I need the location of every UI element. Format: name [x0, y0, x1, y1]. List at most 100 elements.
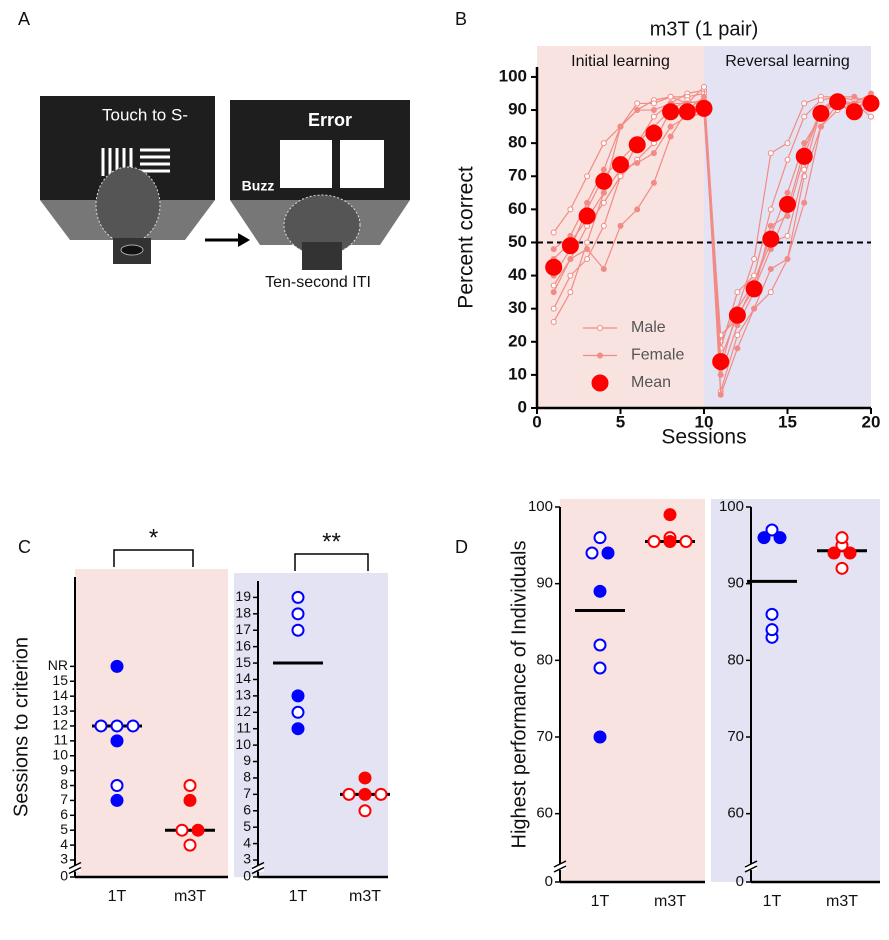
- point: [767, 206, 774, 213]
- grating-horizontal: [140, 148, 170, 173]
- point: [801, 166, 808, 173]
- dot: [126, 719, 140, 733]
- dot: [183, 838, 197, 852]
- point: [550, 246, 557, 253]
- y-tick-label: 16: [235, 637, 251, 653]
- y-tick-label: 9: [60, 761, 68, 777]
- y-tick-label: 13: [52, 702, 68, 718]
- point: [634, 100, 641, 107]
- dot: [843, 546, 857, 560]
- x-tick-label: 1T: [763, 893, 782, 910]
- point: [784, 156, 791, 163]
- dot: [593, 661, 607, 675]
- point: [734, 289, 741, 296]
- y-tick-label: 10: [52, 746, 68, 762]
- significance-label: *: [149, 524, 158, 551]
- y-tick-label: 8: [243, 769, 251, 785]
- y-tick-label: 4: [243, 834, 251, 850]
- panel-label: C: [18, 537, 31, 557]
- y-tick-label: 7: [60, 791, 68, 807]
- y-tick-label: 6: [60, 806, 68, 822]
- point: [584, 239, 591, 246]
- point: [751, 256, 758, 263]
- y-tick-label: 11: [53, 732, 68, 748]
- y-tick-label: 12: [235, 703, 251, 719]
- point: [767, 265, 774, 272]
- dot: [110, 659, 124, 673]
- legend-label: Mean: [631, 374, 671, 391]
- point: [751, 305, 758, 312]
- point: [650, 150, 657, 157]
- legend-label: Female: [631, 347, 684, 364]
- dot: [827, 546, 841, 560]
- point: [868, 113, 874, 120]
- y-tick-label: 12: [52, 717, 68, 733]
- point: [801, 199, 808, 206]
- axis-break: [68, 866, 82, 875]
- dot: [110, 734, 124, 748]
- y-tick-label: 100: [719, 498, 744, 515]
- mean-marker: [678, 103, 696, 121]
- y-tick-label: 3: [60, 851, 68, 867]
- panel-label: A: [18, 9, 30, 29]
- point: [550, 282, 557, 289]
- dot: [374, 787, 388, 801]
- y-tick-label: 60: [536, 805, 553, 822]
- dot: [183, 779, 197, 793]
- point: [567, 206, 574, 213]
- x-tick-label: 1T: [108, 888, 127, 905]
- mean-marker: [595, 172, 613, 190]
- dot: [663, 535, 677, 548]
- point: [667, 133, 674, 140]
- y-tick-label: 90: [508, 100, 527, 119]
- point: [717, 391, 724, 398]
- dot: [593, 730, 607, 744]
- y-tick-label: 5: [243, 818, 251, 834]
- point: [600, 199, 607, 206]
- dot: [94, 719, 108, 733]
- x-tick-label: 15: [778, 412, 797, 431]
- mean-marker: [745, 280, 763, 298]
- y-tick-label: 14: [235, 670, 251, 686]
- x-axis-label: Sessions: [661, 426, 746, 449]
- y-tick-label: 19: [235, 588, 251, 604]
- plot-background: [234, 573, 388, 877]
- point: [584, 199, 591, 206]
- y-axis-label: Sessions to criterion: [10, 637, 32, 817]
- dot: [585, 546, 599, 560]
- y-tick-label: 5: [60, 821, 68, 837]
- window: [340, 140, 384, 188]
- dot: [110, 793, 124, 807]
- mean-marker: [578, 207, 596, 225]
- series-line: [553, 92, 872, 395]
- point: [567, 272, 574, 279]
- mean-marker: [795, 147, 813, 165]
- point: [767, 150, 774, 157]
- y-tick-label: 10: [508, 364, 527, 383]
- y-tick-label: 0: [60, 868, 68, 884]
- dot: [593, 531, 607, 545]
- point: [550, 289, 557, 296]
- mean-marker: [645, 124, 663, 142]
- x-tick-label: 0: [532, 412, 541, 431]
- y-tick-label: 0: [243, 868, 251, 884]
- mean-marker: [762, 230, 780, 248]
- dot: [679, 535, 693, 548]
- y-tick-label: 80: [536, 651, 553, 668]
- mean-marker: [829, 93, 847, 111]
- sound-text: Buzz: [242, 178, 275, 194]
- dot: [835, 561, 849, 575]
- dot: [358, 804, 372, 818]
- x-tick-label: m3T: [826, 893, 858, 910]
- y-tick-label: 100: [528, 498, 553, 515]
- y-tick-label: 20: [508, 331, 527, 350]
- axis-break-gap: [69, 865, 81, 872]
- axis-break: [251, 861, 265, 870]
- x-tick-label: 20: [862, 412, 881, 431]
- port-hole: [120, 244, 144, 256]
- point: [584, 173, 591, 180]
- point: [600, 166, 607, 173]
- y-axis-label: Percent correct: [455, 166, 478, 309]
- y-tick-label: 14: [52, 687, 68, 703]
- region-label: Initial learning: [571, 53, 670, 70]
